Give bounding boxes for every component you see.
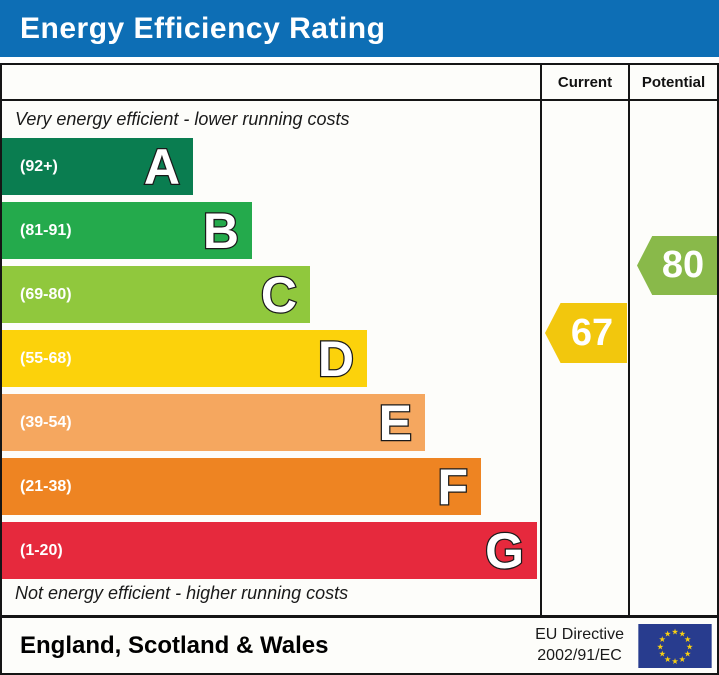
band-bar-e: (39-54) E	[2, 394, 425, 451]
svg-text:★: ★	[684, 633, 691, 643]
top-caption: Very energy efficient - lower running co…	[15, 109, 350, 129]
band-row-a: (92+) A	[2, 138, 193, 195]
svg-text:★: ★	[664, 653, 671, 663]
potential-rating-value: 80	[661, 244, 705, 286]
page-title: Energy Efficiency Rating	[20, 11, 386, 45]
current-column-header: Current	[557, 73, 613, 91]
band-row-d: (55-68) D	[2, 330, 367, 387]
band-row-g: (1-20) G	[2, 522, 537, 579]
current-rating-value: 67	[570, 311, 614, 354]
bottom-caption: Not energy efficient - higher running co…	[15, 583, 349, 603]
potential-rating-marker: 80	[637, 236, 717, 295]
energy-rating-table: Current Potential Very energy efficient …	[0, 63, 719, 617]
band-range-label: (1-20)	[20, 541, 63, 559]
svg-text:★: ★	[671, 655, 678, 665]
current-column-divider	[540, 65, 542, 615]
eu-flag-icon: ★ ★ ★ ★ ★ ★ ★ ★ ★ ★ ★ ★	[638, 623, 712, 668]
band-range-label: (21-38)	[20, 477, 72, 495]
header-divider	[2, 99, 717, 101]
band-row-f: (21-38) F	[2, 458, 481, 515]
band-range-label: (81-91)	[20, 221, 72, 239]
band-bar-c: (69-80) C	[2, 266, 310, 323]
band-letter: D	[317, 330, 356, 387]
band-range-label: (92+)	[20, 157, 58, 175]
footer: England, Scotland & Wales EU Directive 2…	[0, 616, 719, 675]
band-bar-d: (55-68) D	[2, 330, 367, 387]
band-letter: B	[202, 202, 241, 259]
band-letter: A	[143, 138, 182, 195]
svg-text:★: ★	[657, 641, 664, 651]
band-range-label: (39-54)	[20, 413, 72, 431]
band-letter: E	[377, 394, 413, 451]
band-bar-f: (21-38) F	[2, 458, 481, 515]
band-row-b: (81-91) B	[2, 202, 252, 259]
current-rating-marker: 67	[545, 303, 627, 363]
svg-text:★: ★	[679, 653, 686, 663]
region-label: England, Scotland & Wales	[20, 631, 329, 659]
band-range-label: (55-68)	[20, 349, 72, 367]
svg-text:★: ★	[671, 626, 678, 636]
potential-column-divider	[628, 65, 630, 615]
band-letter: G	[484, 522, 525, 579]
band-bar-b: (81-91) B	[2, 202, 252, 259]
band-row-e: (39-54) E	[2, 394, 425, 451]
band-bar-a: (92+) A	[2, 138, 193, 195]
band-range-label: (69-80)	[20, 285, 72, 303]
title-bar: Energy Efficiency Rating	[0, 0, 719, 57]
svg-text:★: ★	[686, 641, 693, 651]
band-row-c: (69-80) C	[2, 266, 310, 323]
band-bar-g: (1-20) G	[2, 522, 537, 579]
svg-text:★: ★	[684, 648, 691, 658]
svg-text:★: ★	[659, 648, 666, 658]
svg-text:★: ★	[659, 633, 666, 643]
band-letter: C	[260, 266, 299, 323]
svg-text:★: ★	[664, 628, 671, 638]
eu-directive-label: EU Directive 2002/91/EC	[535, 625, 624, 664]
band-letter: F	[436, 458, 469, 515]
potential-column-header: Potential	[641, 73, 706, 91]
svg-text:★: ★	[679, 628, 686, 638]
